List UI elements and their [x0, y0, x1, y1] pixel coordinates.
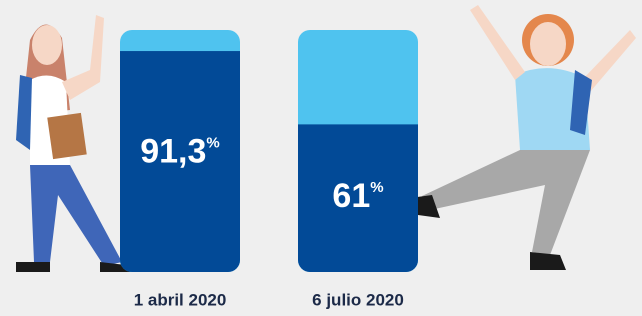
chart: 91,3%1 abril 202061%6 julio 2020 [0, 0, 642, 316]
page: {"chart_data": {"type": "bar", "categori… [0, 0, 642, 316]
x-tick-label: 1 abril 2020 [134, 290, 227, 309]
x-tick-label: 6 julio 2020 [312, 290, 404, 309]
